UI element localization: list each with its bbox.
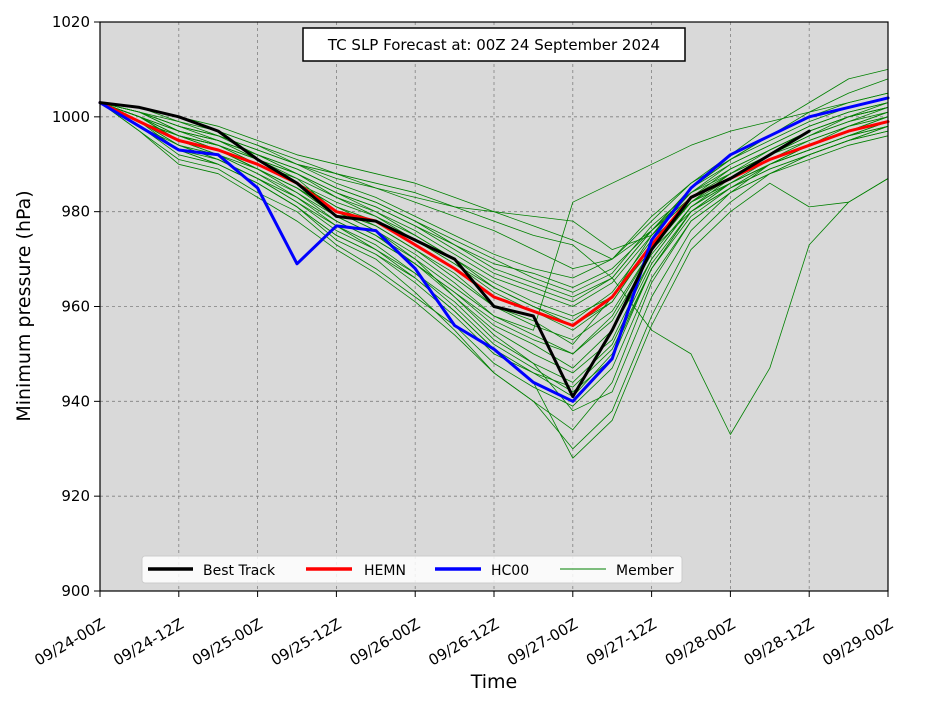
x-axis-label: Time xyxy=(470,671,518,693)
main-series-lines xyxy=(98,96,890,403)
y-tick-label: 920 xyxy=(61,487,90,505)
legend-box xyxy=(141,555,683,584)
y-axis-label: Minimum pressure (hPa) xyxy=(13,190,35,421)
y-axis-ticks: 900 920 940 960 980 1000 1020 xyxy=(52,13,100,600)
legend-label-member: Member xyxy=(616,563,674,579)
x-tick-label: 09/28-00Z xyxy=(662,615,739,670)
legend-label-hc00: HC00 xyxy=(491,563,529,579)
x-tick-label: 09/26-12Z xyxy=(425,615,502,670)
chart-title: TC SLP Forecast at: 00Z 24 September 202… xyxy=(327,36,660,54)
x-axis-ticks: 09/24-00Z 09/24-12Z 09/25-00Z 09/25-12Z 09/2… xyxy=(31,591,896,669)
series-line-best-track xyxy=(98,101,811,399)
x-tick-label: 09/27-00Z xyxy=(504,615,581,670)
x-tick-label: 09/25-12Z xyxy=(268,615,345,670)
legend-label-hemn: HEMN xyxy=(364,563,406,579)
y-tick-label: 900 xyxy=(61,582,90,600)
series-line-hemn xyxy=(98,101,890,327)
member-line-15 xyxy=(99,97,889,279)
x-tick-label: 09/27-12Z xyxy=(583,615,660,670)
legend-label-best-track: Best Track xyxy=(203,563,276,579)
x-tick-label: 09/28-12Z xyxy=(741,615,818,670)
legend: Best Track HEMN HC00 Member xyxy=(141,555,683,584)
series-line-hc00 xyxy=(98,96,890,403)
chart-title-box: TC SLP Forecast at: 00Z 24 September 202… xyxy=(302,27,686,62)
y-tick-label: 940 xyxy=(61,392,90,410)
y-tick-label: 1020 xyxy=(52,13,90,31)
x-tick-label: 09/25-00Z xyxy=(189,615,266,670)
y-tick-label: 960 xyxy=(61,298,90,316)
x-tick-label: 09/24-12Z xyxy=(110,615,187,670)
y-tick-label: 980 xyxy=(61,203,90,221)
x-tick-label: 09/26-00Z xyxy=(347,615,424,670)
member-line-28 xyxy=(99,102,889,303)
x-tick-label: 09/24-00Z xyxy=(31,615,108,670)
y-tick-label: 1000 xyxy=(52,108,90,126)
x-tick-label: 09/29-00Z xyxy=(819,615,896,670)
